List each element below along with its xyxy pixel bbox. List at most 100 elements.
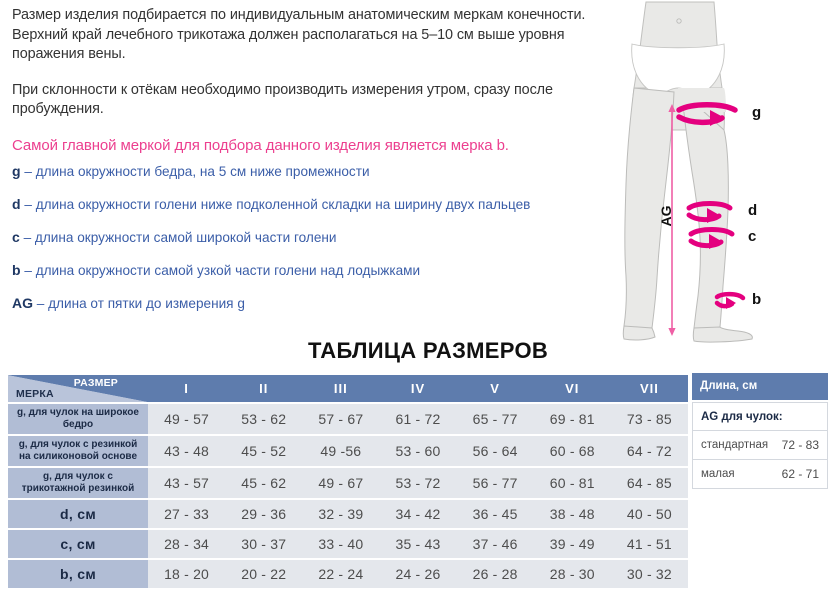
definition-key: AG <box>12 295 33 311</box>
table-cell: 57 - 67 <box>302 404 380 434</box>
table-cell: 20 - 22 <box>225 560 303 588</box>
length-panel-subtitle-row: AG для чулок: <box>692 402 828 431</box>
table-cell: 56 - 64 <box>456 436 534 466</box>
table-cell: 33 - 40 <box>302 530 380 558</box>
c-arrowhead <box>709 234 723 249</box>
table-corner-header: РАЗМЕР МЕРКА <box>8 375 148 402</box>
table-cell: 60 - 68 <box>533 436 611 466</box>
table-cell: 34 - 42 <box>379 500 457 528</box>
illustration-label-b: b <box>752 291 761 308</box>
table-cell: 49 -56 <box>302 436 380 466</box>
column-header-3: III <box>302 375 380 402</box>
table-row: d, см 27 - 33 29 - 36 32 - 39 34 - 42 36… <box>8 500 688 528</box>
definition-item-c: c – длина окружности самой широкой части… <box>12 229 622 246</box>
column-header-4: IV <box>379 375 457 402</box>
ag-measure-arrow <box>668 104 676 336</box>
table-cell: 43 - 57 <box>148 468 226 498</box>
table-cell: 56 - 77 <box>456 468 534 498</box>
definition-text: длина от пятки до измерения g <box>48 296 245 311</box>
table-cell: 73 - 85 <box>610 404 688 434</box>
length-row-value: 72 - 83 <box>781 438 819 452</box>
definition-key: d <box>12 196 21 212</box>
table-cell: 28 - 30 <box>533 560 611 588</box>
illustration-label-c: c <box>748 228 756 245</box>
table-cell: 30 - 32 <box>610 560 688 588</box>
row-label: d, см <box>8 500 148 528</box>
definition-item-b: b – длина окружности самой узкой части г… <box>12 262 622 279</box>
definition-dash: – <box>36 296 45 311</box>
measurement-definitions-list: g – длина окружности бедра, на 5 см ниже… <box>12 163 622 328</box>
table-row: g, для чулок с трикотажной резинкой 43 -… <box>8 468 688 498</box>
definition-key: g <box>12 163 21 179</box>
row-label: g, для чулок на широкое бедро <box>8 404 148 434</box>
definition-dash: – <box>24 164 32 179</box>
table-row: g, для чулок с резинкой на силиконовой о… <box>8 436 688 466</box>
table-cell: 61 - 72 <box>379 404 457 434</box>
page-title: ТАБЛИЦА РАЗМЕРОВ <box>0 338 836 364</box>
table-cell: 49 - 67 <box>302 468 380 498</box>
illustration-label-g: g <box>752 104 761 121</box>
d-arrowhead <box>707 208 721 223</box>
table-cell: 22 - 24 <box>302 560 380 588</box>
table-cell: 45 - 62 <box>225 468 303 498</box>
size-table: РАЗМЕР МЕРКА I II III IV V VI VII g, для… <box>8 373 688 590</box>
table-cell: 53 - 72 <box>379 468 457 498</box>
leg-measurement-illustration: AG g d c b <box>600 0 836 345</box>
table-cell: 38 - 48 <box>533 500 611 528</box>
intro-highlight-note: Самой главной меркой для подбора данного… <box>12 136 509 154</box>
corner-diagonal-shape <box>8 375 148 402</box>
b-arrowhead <box>726 297 736 309</box>
table-row: b, см 18 - 20 20 - 22 22 - 24 24 - 26 26… <box>8 560 688 588</box>
intro-paragraph-2: При склонности к отёкам необходимо произ… <box>12 81 553 118</box>
intro-paragraph-1: Размер изделия подбирается по индивидуал… <box>12 7 586 62</box>
column-header-6: VI <box>533 375 611 402</box>
illustration-label-d: d <box>748 202 757 219</box>
row-label: c, см <box>8 530 148 558</box>
ag-label: AG <box>658 205 674 226</box>
definition-item-d: d – длина окружности голени ниже подколе… <box>12 196 622 213</box>
table-cell: 27 - 33 <box>148 500 226 528</box>
table-cell: 41 - 51 <box>610 530 688 558</box>
intro-text-block: Размер изделия подбирается по индивидуал… <box>12 6 612 176</box>
female-figure-silhouette <box>622 1 753 343</box>
column-header-5: V <box>456 375 534 402</box>
table-cell: 64 - 72 <box>610 436 688 466</box>
table-cell: 37 - 46 <box>456 530 534 558</box>
table-cell: 53 - 62 <box>225 404 303 434</box>
page-title-text: ТАБЛИЦА РАЗМЕРОВ <box>307 338 549 363</box>
length-panel-row: стандартная 72 - 83 <box>692 431 828 460</box>
table-row: c, см 28 - 34 30 - 37 33 - 40 35 - 43 37… <box>8 530 688 558</box>
definition-dash: – <box>23 230 32 245</box>
length-panel-subtitle: AG для чулок: <box>701 410 783 423</box>
row-label: g, для чулок с трикотажной резинкой <box>8 468 148 498</box>
definition-text: длина окружности самой широкой части гол… <box>34 230 337 245</box>
table-cell: 29 - 36 <box>225 500 303 528</box>
column-header-2: II <box>225 375 303 402</box>
definition-dash: – <box>24 197 32 212</box>
length-panel-row: малая 62 - 71 <box>692 460 828 489</box>
length-row-name: малая <box>701 468 735 480</box>
table-cell: 30 - 37 <box>225 530 303 558</box>
table-header-row: РАЗМЕР МЕРКА I II III IV V VI VII <box>8 375 688 402</box>
length-row-name: стандартная <box>701 439 769 451</box>
table-cell: 43 - 48 <box>148 436 226 466</box>
table-cell: 45 - 52 <box>225 436 303 466</box>
table-row: g, для чулок на широкое бедро 49 - 57 53… <box>8 404 688 434</box>
definition-text: длина окружности голени ниже подколенной… <box>35 197 531 212</box>
definition-item-g: g – длина окружности бедра, на 5 см ниже… <box>12 163 622 180</box>
table-cell: 40 - 50 <box>610 500 688 528</box>
table-cell: 65 - 77 <box>456 404 534 434</box>
corner-label-size: РАЗМЕР <box>73 377 118 389</box>
table-cell: 49 - 57 <box>148 404 226 434</box>
table-cell: 69 - 81 <box>533 404 611 434</box>
corner-label-measure: МЕРКА <box>16 388 54 400</box>
table-cell: 28 - 34 <box>148 530 226 558</box>
g-arrowhead <box>710 110 725 126</box>
definition-dash: – <box>24 263 32 278</box>
definition-key: b <box>12 262 21 278</box>
table-cell: 35 - 43 <box>379 530 457 558</box>
table-cell: 18 - 20 <box>148 560 226 588</box>
definition-text: длина окружности бедра, на 5 см ниже про… <box>35 164 370 179</box>
length-row-value: 62 - 71 <box>781 467 819 481</box>
table-cell: 60 - 81 <box>533 468 611 498</box>
